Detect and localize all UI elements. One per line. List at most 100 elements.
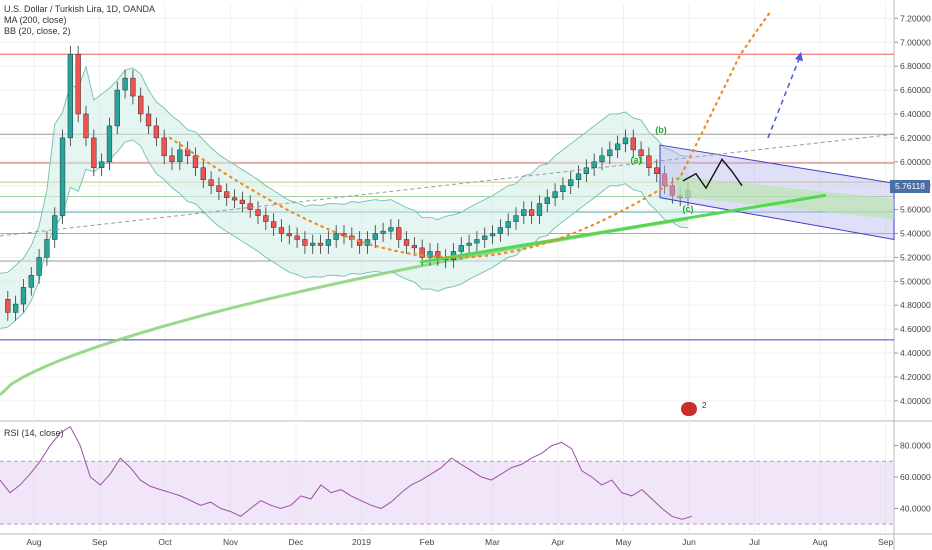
candle-body xyxy=(36,257,42,276)
candle-body xyxy=(278,227,285,234)
candle-body xyxy=(466,242,472,246)
candle-body xyxy=(192,155,199,169)
time-tick-label: 2019 xyxy=(352,537,371,547)
candle-body xyxy=(505,221,511,228)
candle-body xyxy=(669,185,676,196)
candle-body xyxy=(122,77,128,91)
price-tick-label: 7.20000 xyxy=(900,13,931,23)
candle-body xyxy=(599,155,605,163)
time-tick-label: Aug xyxy=(812,537,827,547)
candle-body xyxy=(138,95,144,115)
candle-body xyxy=(130,77,136,97)
price-tick-label: 4.40000 xyxy=(900,348,931,358)
bb-indicator-label: BB (20, close, 2) xyxy=(4,26,71,36)
candle-body xyxy=(114,89,120,127)
symbol-title: U.S. Dollar / Turkish Lira, 1D, OANDA xyxy=(4,4,156,14)
candle-body xyxy=(380,230,386,234)
candle-body xyxy=(528,209,535,216)
candle-body xyxy=(83,113,89,139)
candle-body xyxy=(20,287,27,305)
candle-body xyxy=(239,199,246,204)
candle-body xyxy=(286,233,292,237)
candle-body xyxy=(169,155,175,163)
candle-body xyxy=(497,227,504,234)
channel-mid-band xyxy=(676,176,894,220)
chart-legend: U.S. Dollar / Turkish Lira, 1D, OANDA MA… xyxy=(4,4,155,37)
time-tick-label: Mar xyxy=(485,537,500,547)
price-tick-label: 4.80000 xyxy=(900,300,931,310)
candle-body xyxy=(638,149,644,157)
candle-body xyxy=(654,167,660,174)
candle-body xyxy=(310,242,316,246)
projection-arrow xyxy=(767,56,801,139)
candle-body xyxy=(356,239,363,246)
price-tick-label: 5.20000 xyxy=(900,252,931,262)
rsi-tick-label: 80.0000 xyxy=(900,441,931,451)
rsi-tick-label: 60.0000 xyxy=(900,472,931,482)
candle-body xyxy=(630,137,636,151)
candle-body xyxy=(560,185,566,192)
candle-body xyxy=(184,149,191,157)
events-icon[interactable] xyxy=(681,402,697,416)
candle-body xyxy=(59,137,66,216)
price-tick-label: 7.00000 xyxy=(900,37,931,47)
candle-body xyxy=(91,137,97,169)
bollinger-upper xyxy=(0,64,689,274)
candle-body xyxy=(294,235,300,240)
price-tick-label: 6.80000 xyxy=(900,61,931,71)
price-tick-label: 5.60000 xyxy=(900,205,931,215)
time-tick-label: Apr xyxy=(551,537,564,547)
wave-projection-black xyxy=(682,158,743,190)
time-tick-label: Jun xyxy=(682,537,696,547)
time-tick-label: Oct xyxy=(158,537,172,547)
candle-body xyxy=(270,221,277,228)
candle-body xyxy=(52,215,58,240)
time-tick-label: Aug xyxy=(26,537,41,547)
candle-body xyxy=(591,161,597,169)
candle-body xyxy=(372,233,378,240)
candle-body xyxy=(427,251,433,258)
candle-body xyxy=(552,191,558,198)
candle-body xyxy=(98,161,105,169)
price-tick-label: 5.40000 xyxy=(900,229,931,239)
time-tick-label: Jul xyxy=(749,537,760,547)
candle-body xyxy=(333,233,339,240)
candle-body xyxy=(255,209,261,216)
candle-body xyxy=(583,167,590,174)
candle-body xyxy=(435,251,441,258)
rsi-band xyxy=(0,461,894,525)
ma-indicator-label: MA (200, close) xyxy=(4,15,67,25)
wave-label: (c) xyxy=(683,204,694,214)
price-tick-label: 6.20000 xyxy=(900,133,931,143)
candle-body xyxy=(224,191,230,198)
price-tick-label: 4.20000 xyxy=(900,372,931,382)
dashed-trendline xyxy=(0,133,895,237)
candle-body xyxy=(208,179,214,186)
candle-body xyxy=(575,173,582,180)
candle-body xyxy=(153,125,160,139)
candle-body xyxy=(396,227,402,240)
price-tick-label: 6.00000 xyxy=(900,157,931,167)
candle-body xyxy=(302,239,308,246)
candle-body xyxy=(513,215,519,222)
candle-body xyxy=(403,239,410,246)
projection-arrow-head xyxy=(795,51,803,62)
candle-body xyxy=(106,125,113,163)
candle-body xyxy=(458,245,464,252)
time-tick-label: Sep xyxy=(92,537,107,547)
candle-body xyxy=(544,197,550,204)
bollinger-lower xyxy=(0,139,689,329)
rsi-tick-label: 40.0000 xyxy=(900,503,931,513)
candle-body xyxy=(5,299,11,313)
bollinger-band-fill xyxy=(0,66,688,329)
candle-body xyxy=(419,247,425,258)
candle-body xyxy=(28,275,34,288)
candle-body xyxy=(614,143,621,151)
candle-body xyxy=(411,245,418,249)
candle-body xyxy=(247,203,253,210)
last-price-tag: 5.76118 xyxy=(890,180,930,193)
candle-body xyxy=(216,185,222,192)
candle-body xyxy=(568,179,574,186)
